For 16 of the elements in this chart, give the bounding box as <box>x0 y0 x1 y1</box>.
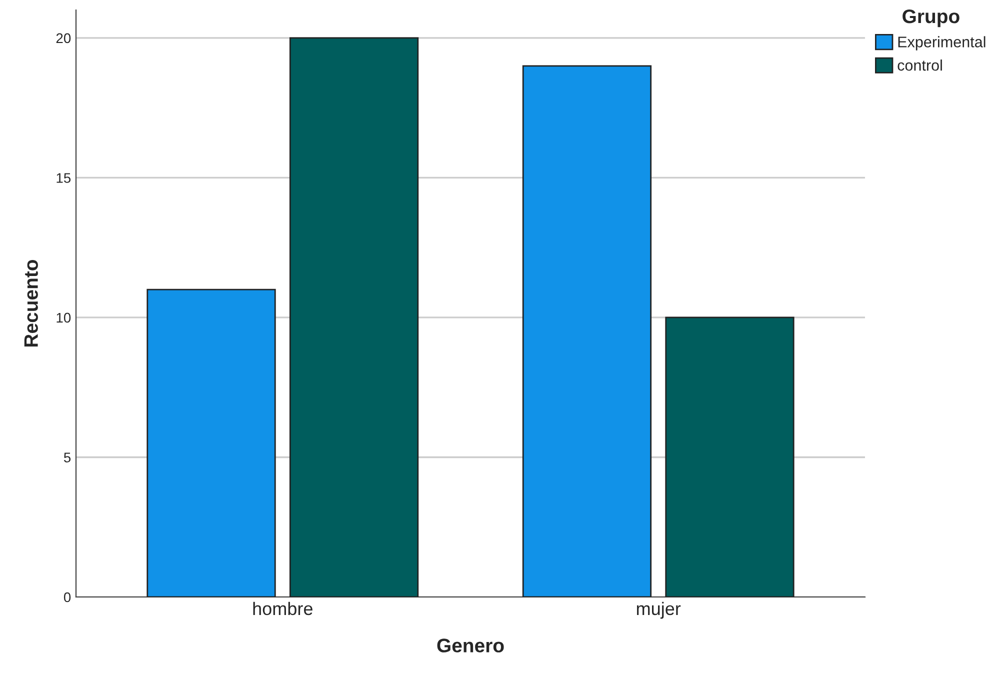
y-tick-label: 20 <box>56 33 71 44</box>
bar <box>289 37 419 597</box>
legend-title: Grupo <box>902 9 960 28</box>
x-tick-label: hombre <box>253 602 312 616</box>
legend-label: Experimental <box>898 36 986 50</box>
y-tick-label: 0 <box>64 592 71 602</box>
y-tick-label: 5 <box>64 452 71 462</box>
y-tick-label: 15 <box>56 173 71 183</box>
y-axis-title: Recuento <box>24 260 38 346</box>
x-tick-label: mujer <box>636 602 681 619</box>
y-tick-label: 10 <box>56 312 71 323</box>
bar <box>146 288 276 597</box>
legend-label: control <box>898 60 942 71</box>
x-axis-title: Genero <box>437 638 504 652</box>
bar <box>665 316 794 597</box>
bar <box>522 65 652 597</box>
